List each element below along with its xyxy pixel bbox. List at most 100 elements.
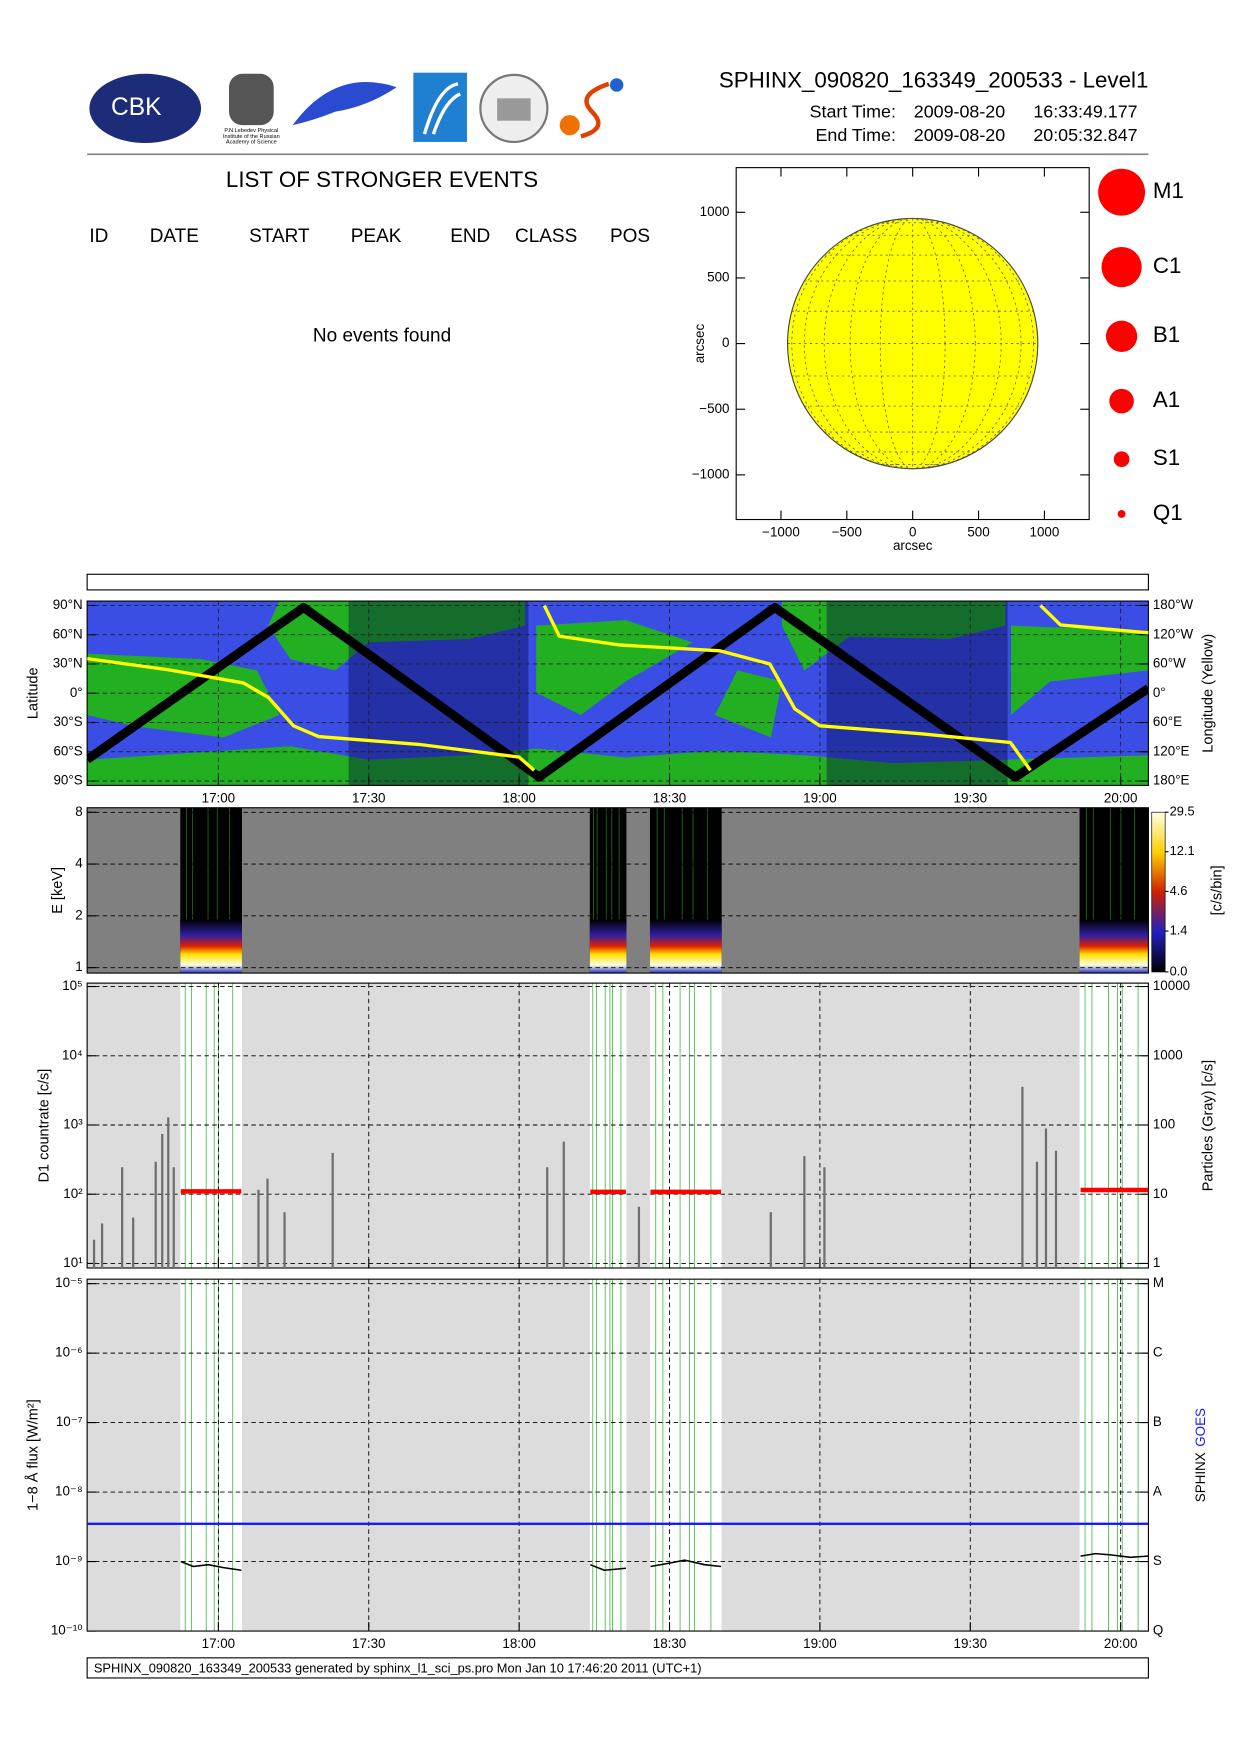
colorbar-label: 29.5 (1170, 804, 1195, 819)
colorbar-title: [c/s/bin] (1209, 865, 1225, 915)
particle-region (1010, 625, 1149, 716)
y-tick-label: 10⁻⁵ (55, 1275, 83, 1290)
plot-area (87, 1279, 1149, 1632)
x-tick-label: 0 (909, 524, 916, 539)
series-line (87, 604, 1149, 772)
colorbar (1151, 811, 1166, 973)
plot-area (87, 1522, 1149, 1572)
particle-region (714, 670, 782, 738)
y-tick-label: 4 (75, 856, 83, 871)
series-line (180, 1187, 1149, 1195)
legend-entry: GOES (1192, 1408, 1207, 1447)
start-date: 2009-08-20 (914, 102, 1005, 122)
y2-tick-label: B (1153, 1414, 1162, 1429)
y-tick-label: 30°N (53, 656, 83, 671)
y2-tick-label: 180°W (1153, 597, 1194, 612)
shadow-band (348, 601, 529, 786)
y-tick-label: 60°N (53, 626, 83, 641)
y-tick-label: 90°N (53, 597, 83, 612)
events-column: POS (610, 226, 650, 247)
legend-marker (1101, 246, 1142, 288)
y-tick-label: 10⁻¹⁰ (51, 1623, 83, 1638)
x-tick-label: 18:30 (653, 790, 687, 805)
plot-area (87, 983, 1149, 1268)
y-tick-label: 1000 (700, 204, 730, 219)
particle-region (87, 746, 1149, 786)
legend-marker (1113, 451, 1130, 468)
plot-area (92, 1086, 1149, 1268)
footer: SPHINX_090820_163349_200533 generated by… (94, 1660, 702, 1675)
seal-building (497, 98, 531, 121)
y-tick-label: 10³ (63, 1117, 83, 1132)
x-tick-label: 18:30 (653, 1636, 687, 1651)
legend-marker (1109, 388, 1134, 414)
data-interval (589, 1279, 627, 1632)
legend: SPHINX GOES (1192, 1408, 1207, 1502)
y-tick-label: 10⁻⁹ (55, 1553, 83, 1568)
y2-tick-label: 120°W (1153, 626, 1194, 641)
logo-caption: Academy of Science (226, 139, 277, 145)
particle-region (781, 601, 1006, 671)
plot-area (87, 602, 1149, 782)
sun-grid (791, 218, 1034, 470)
y2-tick-label: S (1153, 1553, 1162, 1568)
x-tick-label: 17:00 (202, 790, 236, 805)
y-tick-label: 10⁻⁸ (55, 1484, 83, 1499)
spectrum-intensity (1079, 919, 1149, 974)
legend-marker (1098, 168, 1146, 216)
y2-tick-label: 60°W (1153, 656, 1186, 671)
start-label: Start Time: (810, 102, 896, 122)
y2-tick-label: 1000 (1153, 1047, 1183, 1062)
x-tick-label: 19:30 (954, 1636, 988, 1651)
x-tick-label: 20:00 (1104, 1636, 1138, 1651)
y-tick-label: 0° (70, 685, 83, 700)
y-tick-label: 90°S (53, 773, 82, 788)
data-interval (589, 983, 627, 1268)
series-line (87, 602, 1149, 782)
data-interval (649, 983, 722, 1268)
y-tick-label: 2 (75, 907, 82, 922)
x-tick-label: 18:00 (502, 1636, 536, 1651)
footer-box (86, 1657, 1149, 1679)
y-tick-label: 10² (63, 1186, 83, 1201)
events-column: END (450, 226, 490, 247)
y2-tick-label: 180°E (1153, 773, 1190, 788)
x-tick-label: 18:00 (502, 790, 536, 805)
y2-tick-label: 1 (1153, 1255, 1160, 1270)
y2-axis-label: Particles (Gray) [c/s] (1201, 1060, 1217, 1191)
y2-tick-label: 100 (1153, 1117, 1175, 1132)
x-tick-label: 19:30 (954, 790, 988, 805)
legend-label: A1 (1153, 387, 1180, 412)
legend-label: C1 (1153, 253, 1182, 278)
legend-entry: SPHINX (1192, 1452, 1207, 1502)
iki-logo (413, 72, 467, 142)
data-interval (180, 983, 242, 1268)
x-tick-label: 17:30 (352, 1636, 386, 1651)
logo-caption: P.N.Lebedev Physical (224, 128, 278, 134)
plot-frame (86, 807, 1149, 974)
plot-area (87, 807, 1149, 974)
spectrum-intensity (589, 919, 627, 974)
y2-tick-label: 0° (1153, 685, 1166, 700)
portrait (229, 73, 274, 126)
y-axis-label: arcsec (692, 324, 707, 364)
legend-marker (1117, 510, 1126, 518)
y-axis-label: 1−8 Å flux [W/m²] (24, 1399, 41, 1511)
x-tick-label: 17:30 (352, 790, 386, 805)
spectrum-intensity (649, 919, 722, 974)
legend-marker (1105, 320, 1138, 352)
y2-tick-label: 60°E (1153, 714, 1182, 729)
y-tick-label: 1 (75, 959, 82, 974)
y2-tick-label: 10 (1153, 1186, 1168, 1201)
y-axis-label: E [keV] (50, 867, 66, 914)
globe-logo (609, 78, 624, 92)
y-tick-label: −1000 (692, 466, 730, 481)
y-tick-label: 10⁴ (62, 1047, 83, 1062)
x-tick-label: 1000 (1030, 524, 1060, 539)
y2-tick-label: M (1153, 1275, 1164, 1290)
spectrum-intensity (180, 919, 242, 974)
y-tick-label: 500 (707, 269, 729, 284)
y2-tick-label: A (1153, 1484, 1162, 1499)
